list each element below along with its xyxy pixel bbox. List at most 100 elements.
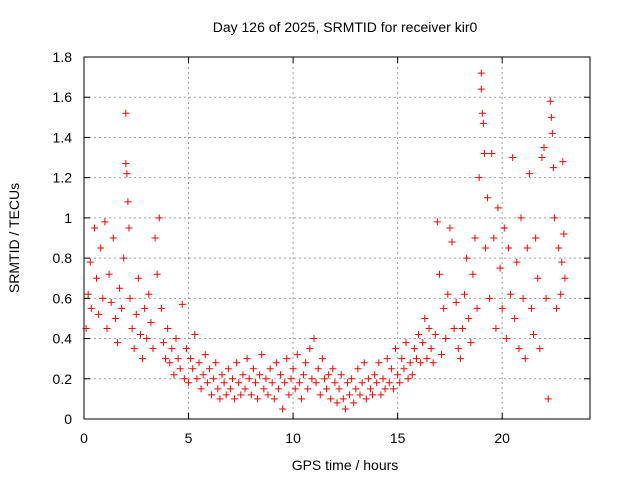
data-point	[201, 351, 209, 359]
data-point	[262, 375, 270, 383]
data-point	[400, 365, 408, 373]
data-point	[475, 174, 483, 182]
data-point	[471, 234, 479, 242]
data-point	[187, 355, 195, 363]
y-tick-label: 1.6	[53, 89, 73, 105]
data-point	[465, 314, 473, 322]
data-point	[210, 375, 218, 383]
data-point	[272, 359, 280, 367]
data-point	[99, 294, 107, 302]
data-point	[559, 158, 567, 166]
data-point	[170, 371, 178, 379]
x-tick-label: 0	[80, 430, 88, 446]
data-point	[97, 244, 105, 252]
data-point	[243, 355, 251, 363]
y-tick-label: 0.2	[53, 371, 73, 387]
data-point	[128, 325, 136, 332]
data-point	[558, 258, 566, 266]
data-point	[103, 325, 111, 332]
data-point	[306, 345, 314, 353]
data-point	[312, 379, 320, 387]
data-point	[348, 375, 356, 383]
data-point	[320, 375, 328, 383]
data-point	[224, 365, 232, 373]
data-point	[549, 164, 557, 172]
data-point	[523, 244, 531, 252]
data-point	[404, 375, 412, 383]
data-point	[329, 365, 337, 373]
data-point	[214, 385, 222, 393]
data-point	[429, 359, 437, 367]
data-point	[480, 150, 488, 158]
data-point	[492, 325, 500, 332]
data-point	[266, 365, 274, 373]
data-point	[111, 314, 119, 322]
data-point	[122, 109, 130, 117]
data-point	[212, 359, 220, 367]
data-point	[249, 365, 257, 373]
data-point	[346, 391, 354, 399]
data-point	[251, 379, 259, 387]
x-axis-label: GPS time / hours	[292, 457, 399, 473]
data-point	[448, 238, 456, 246]
data-point	[191, 331, 199, 339]
data-point	[136, 331, 144, 339]
tick-labels: 0 0.2 0.4 0.6 0.8 1 1.2 1.4 1.6 1.8 0 5 10 15 20	[53, 49, 511, 446]
data-point	[375, 359, 383, 367]
data-point	[289, 365, 297, 373]
data-point	[498, 304, 506, 312]
data-point	[203, 379, 211, 387]
data-point	[536, 345, 544, 353]
data-point	[264, 391, 272, 399]
data-point	[105, 270, 113, 278]
data-point	[228, 375, 236, 383]
data-point	[314, 365, 322, 373]
data-point	[425, 325, 433, 332]
data-point	[147, 318, 155, 326]
data-point	[494, 204, 502, 212]
data-point	[107, 298, 115, 306]
data-point	[125, 224, 133, 232]
data-point	[502, 335, 510, 343]
y-tick-label: 1.2	[53, 170, 73, 186]
data-point	[383, 355, 391, 363]
data-point	[258, 351, 266, 359]
data-point	[440, 304, 448, 312]
x-tick-label: 15	[390, 430, 406, 446]
data-point	[433, 218, 441, 226]
data-point	[435, 270, 443, 278]
data-point	[454, 345, 462, 353]
data-point	[371, 371, 379, 379]
data-point	[189, 365, 197, 373]
data-point	[381, 385, 389, 393]
data-point	[323, 385, 331, 393]
data-point	[515, 345, 523, 353]
data-point	[285, 391, 293, 399]
data-point	[461, 290, 469, 298]
data-point	[341, 405, 349, 413]
data-point	[423, 355, 431, 363]
data-point	[555, 244, 563, 252]
data-point	[116, 284, 124, 292]
data-point	[362, 395, 370, 403]
data-point	[394, 371, 402, 379]
data-point	[463, 254, 471, 262]
data-point	[176, 365, 184, 373]
data-point	[538, 154, 546, 162]
data-point	[467, 339, 475, 347]
data-point	[354, 365, 362, 373]
data-point	[162, 355, 170, 363]
data-point	[481, 244, 489, 252]
data-point	[153, 270, 161, 278]
data-point	[511, 314, 519, 322]
data-point	[87, 304, 95, 312]
data-point	[358, 379, 366, 387]
data-point	[132, 310, 140, 318]
data-point	[270, 395, 278, 403]
data-point	[84, 290, 92, 298]
data-point	[406, 359, 414, 367]
data-point	[352, 385, 360, 393]
data-point	[302, 359, 310, 367]
data-point	[530, 331, 538, 339]
